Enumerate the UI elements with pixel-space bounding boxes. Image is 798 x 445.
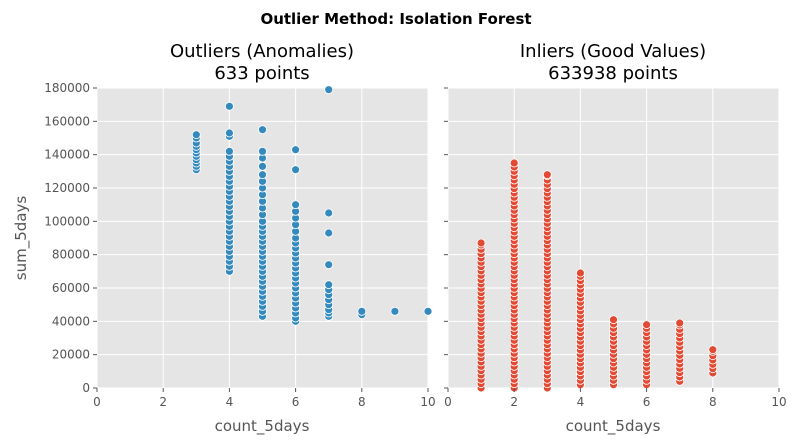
data-point xyxy=(390,306,400,316)
outliers-x-axis-label: count_5days xyxy=(215,417,310,436)
data-point xyxy=(324,85,334,95)
y-tick-label: 60000 xyxy=(52,281,90,295)
x-tick-label: 0 xyxy=(444,395,452,409)
inliers-ticks: 0 2 4 6 8 10 xyxy=(444,87,787,409)
y-tick-label: 80000 xyxy=(52,248,90,262)
x-tick-label: 4 xyxy=(577,395,585,409)
data-point xyxy=(509,158,519,168)
data-point xyxy=(357,306,367,316)
data-point xyxy=(576,268,585,278)
inliers-grid xyxy=(447,87,780,389)
data-point xyxy=(258,170,267,180)
data-point xyxy=(258,161,267,171)
data-point xyxy=(258,146,267,156)
data-point xyxy=(324,228,334,238)
y-tick-label: 180000 xyxy=(44,81,90,95)
data-point xyxy=(224,101,234,111)
y-tick-label: 120000 xyxy=(44,181,90,195)
x-tick-label: 8 xyxy=(709,395,717,409)
data-point xyxy=(675,318,685,328)
data-point xyxy=(324,260,334,270)
inliers-x-axis-label: count_5days xyxy=(566,417,661,436)
data-point xyxy=(609,315,618,325)
inliers-panel: 0 2 4 6 8 10 Inliers (Good Values) 633938 poi… xyxy=(444,41,787,436)
outliers-subtitle: 633 points xyxy=(214,63,309,84)
data-point xyxy=(291,200,301,210)
y-tick-label: 140000 xyxy=(44,148,90,162)
data-point xyxy=(258,125,267,135)
x-tick-label: 2 xyxy=(510,395,518,409)
x-tick-label: 6 xyxy=(292,395,300,409)
data-point xyxy=(224,146,234,156)
data-point xyxy=(324,280,334,290)
data-point xyxy=(476,238,486,248)
data-point xyxy=(642,320,651,330)
x-tick-label: 10 xyxy=(771,395,786,409)
data-point xyxy=(291,165,301,175)
figure-suptitle: Outlier Method: Isolation Forest xyxy=(260,10,531,28)
x-tick-label: 6 xyxy=(643,395,651,409)
data-point xyxy=(423,306,433,316)
y-tick-label: 0 xyxy=(82,381,90,395)
data-point xyxy=(324,208,334,218)
inliers-subtitle: 633938 points xyxy=(548,63,678,84)
y-tick-label: 100000 xyxy=(44,214,90,228)
y-tick-label: 20000 xyxy=(52,348,90,362)
y-tick-label: 40000 xyxy=(52,314,90,328)
data-point xyxy=(191,130,201,140)
inliers-points xyxy=(476,158,718,393)
data-point xyxy=(291,145,301,155)
data-point xyxy=(542,170,552,180)
data-point xyxy=(224,128,234,138)
x-tick-label: 4 xyxy=(226,395,234,409)
data-point xyxy=(708,345,718,355)
x-tick-label: 0 xyxy=(93,395,101,409)
inliers-title: Inliers (Good Values) xyxy=(520,41,706,62)
outliers-panel: 0 2 4 6 8 10 0 20000 40000 60000 80000 100000 120000… xyxy=(12,41,436,436)
y-tick-label: 160000 xyxy=(44,114,90,128)
outliers-title: Outliers (Anomalies) xyxy=(170,41,354,62)
x-tick-label: 8 xyxy=(358,395,366,409)
outliers-y-axis-label: sum_5days xyxy=(12,196,31,281)
x-tick-label: 2 xyxy=(159,395,167,409)
x-tick-label: 10 xyxy=(420,395,435,409)
outliers-points xyxy=(191,85,433,326)
outliers-ticks: 0 2 4 6 8 10 0 20000 40000 60000 80000 100000 120000… xyxy=(44,81,435,409)
